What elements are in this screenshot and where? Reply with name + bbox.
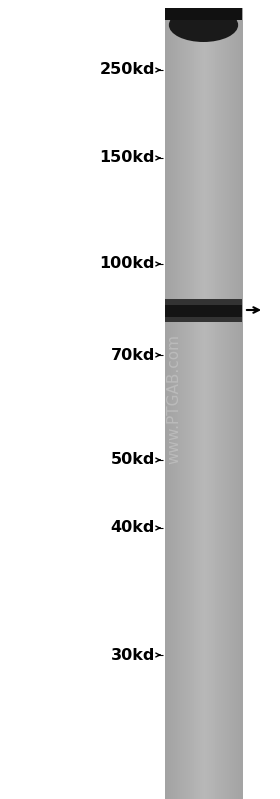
Bar [219,8,221,799]
Bar [198,8,200,799]
Bar [196,8,198,799]
Bar [175,8,177,799]
Bar [217,8,220,799]
Bar [186,8,189,799]
Bar [213,8,216,799]
Text: 150kd: 150kd [99,150,155,165]
Bar [173,8,175,799]
Bar [206,8,208,799]
Bar [171,8,173,799]
Text: 50kd: 50kd [111,452,155,467]
Text: 100kd: 100kd [99,256,155,272]
Bar [230,8,233,799]
Bar [165,304,242,306]
Bar [165,299,242,300]
Bar [177,8,179,799]
Ellipse shape [169,8,238,42]
Bar [165,319,242,320]
Bar [190,8,192,799]
Bar [236,8,239,799]
Text: www.PTGAB.com: www.PTGAB.com [166,335,181,464]
Bar [228,8,231,799]
Bar [165,312,242,314]
Bar [178,8,181,799]
Bar [165,304,242,305]
Bar [240,8,242,799]
Bar [165,316,242,317]
Text: 30kd: 30kd [111,647,155,662]
Bar [165,305,242,307]
Bar [167,8,169,799]
Bar [227,8,229,799]
Bar [209,8,212,799]
Bar [215,8,218,799]
Bar [238,8,241,799]
Bar [221,8,223,799]
Bar [165,316,242,318]
Bar [165,300,242,302]
Bar [225,8,227,799]
Bar [182,8,185,799]
Bar [184,8,187,799]
Bar [165,311,242,312]
Bar [188,8,190,799]
Bar [165,314,242,316]
Bar [165,302,242,304]
Bar [194,8,196,799]
Bar [204,8,206,799]
Bar [223,8,225,799]
Bar [165,309,242,311]
Bar [192,8,194,799]
Bar [165,308,242,309]
Bar [180,8,183,799]
Bar [165,307,242,308]
Text: 250kd: 250kd [99,62,155,78]
Bar [165,318,242,320]
Bar [165,310,242,312]
Bar [211,8,214,799]
Bar [207,8,210,799]
Text: 40kd: 40kd [111,520,155,535]
Bar [165,313,242,315]
Bar [200,8,202,799]
Bar [165,320,242,321]
Bar [202,8,204,799]
Bar [165,8,242,20]
Bar [165,8,167,799]
Bar [169,8,171,799]
Text: 70kd: 70kd [111,348,155,363]
Bar [234,8,237,799]
Bar [232,8,235,799]
Bar [165,301,242,303]
